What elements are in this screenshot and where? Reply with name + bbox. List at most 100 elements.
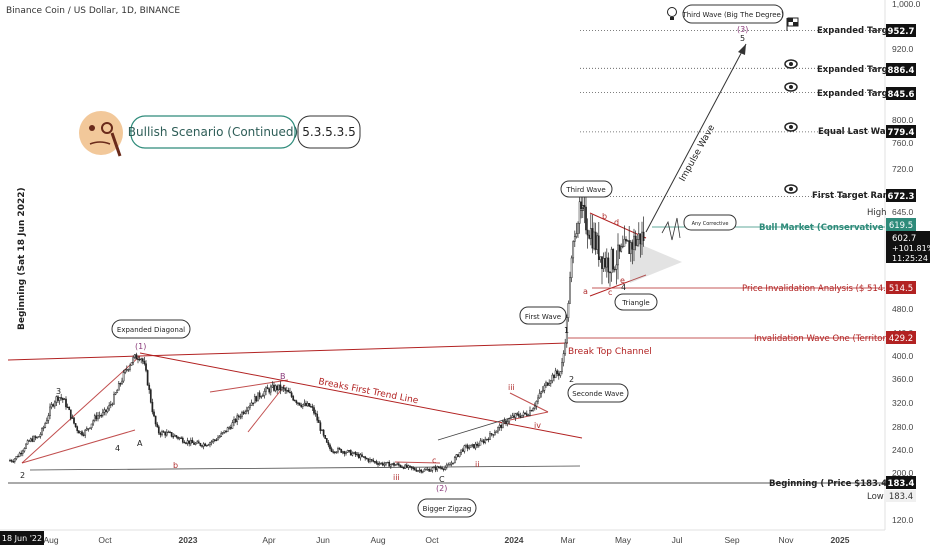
candle-body [31,438,34,442]
candle-body [409,465,411,467]
candle-body [330,448,333,452]
price-axis[interactable]: 1,000.0920.0880.0800.0760.0720.0645.0480… [892,0,921,525]
candle-body [442,468,445,470]
trend-lines [7,212,647,464]
third-wave-big-callout[interactable]: Third Wave (Big The Degree) [681,4,784,24]
price-tick-label: 800.0 [892,115,914,125]
candle-body [127,369,130,371]
third-wave-callout[interactable]: Third Wave [560,180,613,198]
time-tick-label: Apr [262,535,275,545]
candle-body [285,390,288,392]
wave-label: (1) [135,342,146,351]
candle-body [233,419,235,423]
candle-body [412,467,415,470]
candle-body [103,409,106,413]
candle-body [258,392,261,398]
triangle-projection [630,240,682,283]
candle-body [12,461,15,463]
candle-body [289,391,291,394]
sequence-callout[interactable]: 5.3.5.3.5 [297,115,361,149]
candle-body [562,353,565,363]
candle-body [85,428,88,431]
triangle-lower-line [589,274,647,297]
candle-body [367,458,370,462]
wave-label: iv [534,421,541,430]
candle-body [273,384,275,391]
svg-text:183.4: 183.4 [888,479,915,489]
break-top-channel-label: Break Top Channel [568,347,652,357]
first-wave-callout[interactable]: First Wave [519,306,567,325]
candle-body [497,427,499,432]
candle-body [226,427,229,433]
price-tick-label: 400.0 [892,351,914,361]
candle-body [343,451,346,454]
candle-body [153,411,155,417]
candle-body [161,431,163,436]
time-axis[interactable]: Aug Oct 2023 Apr Jun Aug Oct 2024 Mar May Jul Sep No… [43,535,849,545]
candle-body [129,365,131,370]
candle-body [383,463,386,466]
candle-body [433,466,435,469]
candle-body [620,246,623,252]
expanded-diagonal-callout[interactable]: Expanded Diagonal [111,319,191,339]
candle-body [634,235,637,246]
candle-body [314,412,317,415]
svg-text:845.6: 845.6 [888,90,915,100]
candle-body [538,393,541,399]
candle-body [610,248,613,274]
bullish-scenario-callout[interactable]: Bullish Scenario (Continued) [128,115,298,149]
rising-support-line [437,417,511,441]
candle-body [585,206,587,231]
any-corrective-callout[interactable]: Any Corrective [683,214,737,231]
candle-body [484,439,487,443]
price-tick-label: 480.0 [892,304,914,314]
candle-body [641,231,643,245]
wave-b-line-lower [247,384,286,433]
price-tag-952: 952.7 [886,24,916,37]
candle-body [444,467,447,470]
candle-body [575,233,578,237]
candle-body [113,394,115,405]
candle-body [138,358,141,361]
candle-body [117,383,120,391]
candle-body [106,408,109,412]
wave-label: (3) [737,25,748,34]
beginning-price-label: Beginning ( Price $183.4) [769,479,891,489]
candle-body [329,444,331,449]
candle-body [25,443,27,449]
candle-body [556,370,559,374]
candle-body [479,440,482,446]
candle-body [105,409,107,412]
candle-body [578,201,581,224]
bigger-zigzag-callout[interactable]: Bigger Zigzag [417,498,477,518]
candle-body [61,397,64,400]
candle-body [425,469,427,471]
candle-body [529,410,531,416]
candle-body [569,277,571,304]
candle-body [245,410,248,412]
low-label: Low [867,492,884,502]
candle-body [437,466,440,469]
wave-label: iii [508,383,515,392]
candle-body [180,437,183,439]
triangle-callout[interactable]: Triangle [614,293,658,311]
candle-body [517,413,520,417]
candle-body [82,434,85,436]
candle-body [196,441,199,444]
candle-body [52,404,55,407]
svg-text:Bigger Zigzag: Bigger Zigzag [423,505,472,513]
candle-body [261,395,264,397]
seconde-wave-callout[interactable]: Seconde Wave [567,383,629,403]
candle-body [26,440,29,445]
candle-body [623,238,626,247]
candle-body [13,458,16,462]
candle-body [612,248,615,270]
candle-body [109,404,112,406]
candle-body [266,387,269,390]
candle-body [50,404,53,408]
candle-body [485,438,488,441]
candle-body [385,462,387,465]
price-tag-779: 779.4 [886,125,916,138]
candle-body [100,415,103,417]
